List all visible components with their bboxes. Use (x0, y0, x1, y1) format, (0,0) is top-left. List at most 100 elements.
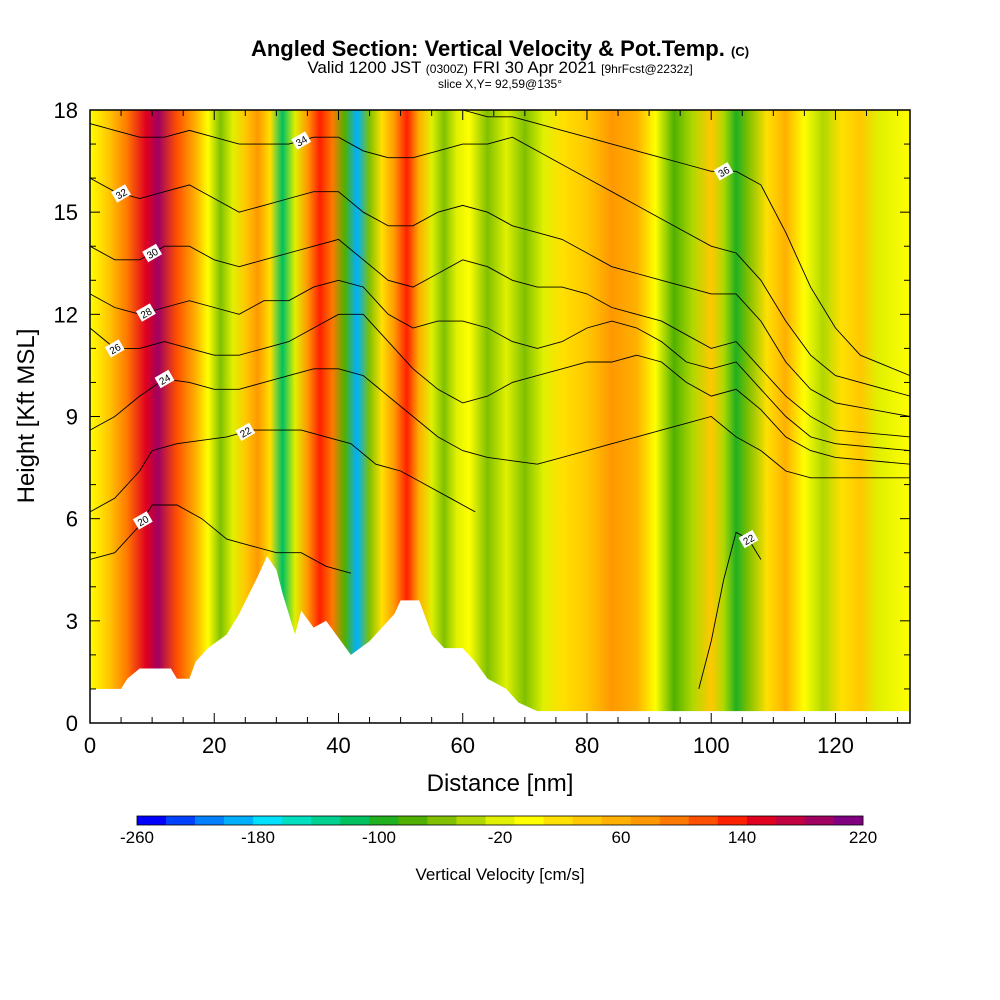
valid-utc: (0300Z) (425, 62, 468, 76)
theta-contour-24 (90, 368, 910, 479)
x-tick-label: 100 (693, 733, 730, 758)
contour-label-34: 34 (291, 131, 312, 150)
colorbar: -260 -180 -100 -20 60 140 220 (120, 815, 877, 847)
velocity-field (90, 110, 910, 723)
terrain (90, 556, 910, 723)
contour-label-bg (104, 339, 125, 358)
x-tick-label: 120 (817, 733, 854, 758)
colorbar-frame (136, 815, 864, 826)
colorbar-swatch (688, 816, 719, 825)
theta-contour-22 (90, 429, 476, 513)
contour-label-36: 36 (713, 162, 734, 181)
contour-label-text: 32 (114, 187, 130, 202)
contour-labels: 20 22 22 24 26 28 30 32 34 36 (104, 131, 759, 549)
theta-contours (90, 110, 910, 690)
chart-title: Angled Section: Vertical Velocity & Pot.… (0, 36, 1000, 62)
contour-label-bg (111, 184, 132, 203)
colorbar-swatch (659, 816, 690, 825)
colorbar-swatch (340, 816, 370, 825)
contour-label-bg (291, 131, 312, 150)
chart-subtitle: Valid 1200 JST (0300Z) FRI 30 Apr 2021 [… (0, 58, 1000, 78)
plot-area (90, 110, 910, 723)
contour-label-text: 28 (139, 306, 155, 321)
colorbar-swatch (833, 816, 864, 825)
x-axis: 0 20 40 60 80 100 120 (84, 110, 899, 758)
theta-contour-36 (462, 110, 910, 377)
colorbar-swatch (195, 816, 225, 825)
y-tick-label: 6 (66, 507, 78, 532)
valid-date: FRI 30 Apr 2021 (472, 58, 597, 77)
contour-label-bg (713, 162, 734, 181)
colorbar-swatch (311, 816, 341, 825)
colorbar-swatch (485, 816, 515, 825)
x-tick-label: 80 (575, 733, 599, 758)
contour-label-bg (738, 529, 759, 549)
contour-label-32: 32 (111, 184, 132, 203)
theta-contour-26 (90, 313, 910, 465)
y-tick-label: 15 (54, 200, 78, 225)
contour-label-bg (135, 303, 156, 322)
theta-contour-30 (90, 238, 910, 438)
contour-label-bg (154, 369, 175, 389)
contour-label-24: 24 (154, 369, 175, 389)
contour-label-text: 36 (717, 165, 733, 180)
forecast-info: [9hrFcst@2232z] (601, 62, 693, 76)
colorbar-swatch (398, 816, 428, 825)
contour-label-20: 20 (132, 511, 153, 530)
colorbar-tick-label: -260 (120, 828, 154, 847)
contour-label-28: 28 (135, 303, 156, 322)
colorbar-tick-label: -180 (241, 828, 275, 847)
y-axis: 0 36 9 12 15 18 (54, 98, 910, 736)
colorbar-swatch (543, 816, 573, 825)
colorbar-swatch (630, 816, 661, 825)
theta-contour-34 (90, 123, 910, 397)
contour-label-text: 30 (145, 247, 161, 262)
colorbar-swatch (166, 816, 196, 825)
y-axis-label: Height [Kft MSL] (13, 329, 40, 504)
colorbar-swatch (717, 816, 748, 825)
y-tick-label: 0 (66, 711, 78, 736)
contour-label-text: 24 (158, 373, 174, 388)
contour-label-text: 26 (108, 342, 124, 357)
colorbar-tick-label: 60 (612, 828, 631, 847)
y-tick-label: 18 (54, 98, 78, 123)
colorbar-swatch (282, 816, 312, 825)
y-tick-label: 9 (66, 405, 78, 430)
contour-label-26: 26 (104, 339, 125, 358)
colorbar-tick-label: -20 (488, 828, 513, 847)
chart-title-main: Angled Section: Vertical Velocity & Pot.… (250, 36, 725, 61)
contour-label-bg (132, 511, 153, 530)
colorbar-tick-label: 140 (728, 828, 756, 847)
colorbar-swatch (137, 816, 167, 825)
x-tick-label: 0 (84, 733, 96, 758)
theta-contour-20 (90, 504, 352, 574)
colorbar-swatch (601, 816, 631, 825)
x-tick-label: 60 (450, 733, 474, 758)
copyright-mark: (C) (731, 44, 750, 59)
colorbar-tick-label: 220 (849, 828, 877, 847)
colorbar-swatch (514, 816, 544, 825)
x-tick-label: 20 (202, 733, 226, 758)
theta-contour-32 (90, 177, 910, 417)
contour-label-text: 20 (136, 514, 152, 529)
y-tick-label: 12 (54, 302, 78, 327)
colorbar-swatch (456, 816, 486, 825)
contour-label-bg (235, 422, 256, 441)
x-axis-label: Distance [nm] (427, 770, 574, 797)
contour-label-text: 22 (238, 425, 254, 440)
contour-label-22: 22 (235, 422, 256, 441)
colorbar-swatch (369, 816, 399, 825)
colorbar-swatch (775, 816, 806, 825)
slice-info: slice X,Y= 92,59@135° (437, 77, 563, 91)
x-tick-label: 40 (326, 733, 350, 758)
theta-contour-28 (90, 279, 910, 452)
colorbar-tick-label: -100 (362, 828, 396, 847)
contour-label-text: 22 (742, 533, 758, 548)
colorbar-swatch (746, 816, 777, 825)
colorbar-swatch (572, 816, 602, 825)
contour-label-30: 30 (142, 243, 163, 263)
valid-time: Valid 1200 JST (307, 58, 422, 77)
contour-label-bg (142, 243, 163, 263)
colorbar-swatch (224, 816, 254, 825)
